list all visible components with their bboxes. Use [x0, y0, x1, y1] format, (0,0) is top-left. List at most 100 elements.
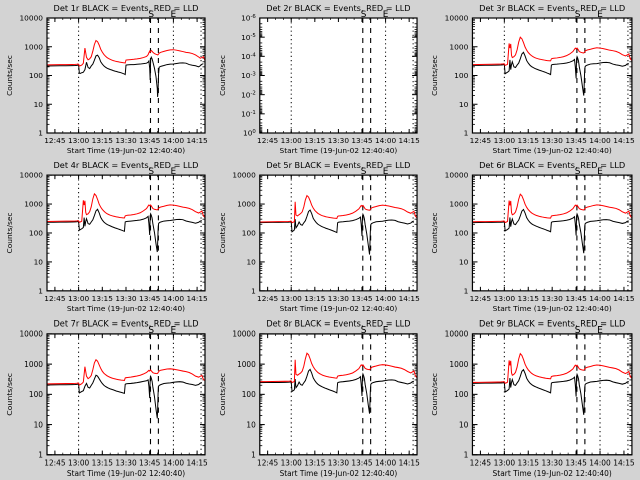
marker-label-end: E — [171, 10, 177, 20]
x-tick-label: 13:30 — [328, 136, 350, 145]
y-tick-label: 100 — [242, 229, 256, 238]
x-tick-label: 12:45 — [470, 136, 492, 145]
y-tick-label: 1 — [38, 286, 43, 295]
y-tick-label: 1000 — [449, 42, 468, 51]
y-axis-label: Counts/sec — [5, 373, 14, 416]
x-tick-label: 13:30 — [328, 458, 349, 467]
y-tick-label: 1 — [464, 450, 469, 459]
panel-det8r: Det 8r BLACK = Events, RED = LLD 1 10 100 10… — [213, 315, 425, 480]
panel-title: Det 8r BLACK = Events, RED = LLD — [266, 318, 410, 328]
y-tick-label: 100 — [29, 390, 43, 399]
x-tick-label: 13:45 — [351, 458, 372, 467]
x-tick-label: 14:15 — [399, 458, 420, 467]
y-tick-label: 10-6 — [241, 14, 256, 23]
series-line-lld — [472, 193, 633, 224]
y-tick-label: 10000 — [232, 171, 256, 180]
y-tick-label: 1 — [251, 450, 256, 459]
series-line-events — [46, 54, 204, 97]
y-tick-label: 10 — [459, 100, 469, 109]
y-tick-label: 10 — [34, 258, 44, 267]
x-axis: 12:45 13:00 13:15 13:30 13:45 14:00 14:15 — [470, 18, 635, 145]
x-tick-label: 13:45 — [139, 294, 161, 303]
x-tick-label: 14:00 — [375, 458, 396, 467]
x-tick-label: 14:15 — [186, 294, 208, 303]
plot-background — [259, 18, 418, 133]
x-tick-label: 13:00 — [281, 294, 302, 303]
y-tick-label: 10000 — [445, 14, 469, 23]
x-tick-label: 14:15 — [186, 458, 207, 467]
y-tick-label: 100 — [29, 71, 43, 80]
plot-frame — [259, 333, 418, 456]
marker-label-start: S — [361, 167, 367, 177]
y-tick-label: 1 — [464, 286, 469, 295]
x-tick-label: 13:00 — [494, 458, 516, 467]
x-tick-label: 12:45 — [470, 458, 492, 467]
x-tick-label: 13:45 — [565, 458, 587, 467]
x-tick-label: 13:00 — [68, 294, 90, 303]
y-tick-label: 10-1 — [241, 109, 256, 118]
x-tick-label: 14:00 — [589, 458, 611, 467]
series-line-events — [472, 368, 629, 415]
x-tick-label: 12:45 — [44, 294, 66, 303]
x-tick-label: 13:30 — [541, 136, 563, 145]
panel-title: Det 6r BLACK = Events, RED = LLD — [479, 160, 625, 170]
series-line-lld — [46, 192, 206, 223]
x-tick-label: 14:00 — [163, 136, 185, 145]
plot-background — [47, 18, 205, 133]
y-tick-label: 10 — [34, 100, 44, 109]
marker-label-end: E — [383, 325, 389, 336]
x-axis-label: Start Time (19-Jun-02 12:40:40) — [493, 304, 612, 313]
x-axis-label: Start Time (19-Jun-02 12:40:40) — [493, 146, 612, 155]
marker-label-start: S — [148, 167, 154, 177]
x-tick-label: 13:15 — [92, 458, 113, 467]
y-axis-label: Counts/sec — [5, 212, 14, 253]
y-tick-label: 10000 — [445, 330, 469, 339]
panel-title: Det 9r BLACK = Events, RED = LLD — [479, 318, 625, 328]
plot-frame — [259, 174, 418, 292]
plot-frame — [471, 333, 633, 456]
y-tick-label: 1000 — [449, 360, 468, 369]
series-line-events — [259, 209, 415, 255]
y-tick-label: 10000 — [445, 171, 469, 180]
y-tick-label: 100 — [454, 71, 469, 80]
y-tick-label: 10000 — [19, 14, 43, 23]
plot-background — [472, 175, 632, 291]
panel-det4r: Det 4r BLACK = Events, RED = LLD 1 10 100 10… — [0, 157, 213, 315]
x-tick-label: 13:15 — [304, 294, 325, 303]
y-tick-label: 1000 — [24, 360, 43, 369]
y-tick-label: 1000 — [449, 200, 468, 209]
x-tick-label: 13:30 — [115, 136, 137, 145]
y-tick-label: 10 — [459, 420, 469, 429]
plot-frame — [46, 174, 206, 292]
x-tick-label: 14:15 — [613, 294, 635, 303]
y-tick-label: 100 — [243, 129, 256, 138]
x-tick-label: 14:00 — [589, 294, 611, 303]
x-tick-label: 14:00 — [589, 136, 611, 145]
marker-label-start: S — [148, 325, 154, 336]
x-axis-label: Start Time (19-Jun-02 12:40:40) — [493, 469, 612, 478]
x-tick-label: 14:00 — [163, 458, 184, 467]
plot-frame — [259, 17, 418, 134]
y-tick-label: 10-4 — [241, 52, 256, 61]
x-tick-label: 12:45 — [470, 294, 492, 303]
panel-title: Det 5r BLACK = Events, RED = LLD — [266, 160, 410, 170]
marker-label-start: S — [575, 325, 581, 336]
y-axis-label: Counts/sec — [218, 55, 227, 96]
plot-frame — [46, 17, 206, 134]
y-tick-label: 100 — [242, 390, 256, 399]
panel-title: Det 2r BLACK = Events, RED = LLD — [266, 3, 410, 13]
x-tick-label: 13:15 — [304, 136, 326, 145]
marker-label-start: S — [361, 10, 367, 20]
series-line-events — [46, 208, 202, 253]
panel-det9r: Det 9r BLACK = Events, RED = LLD 1 10 100 10… — [425, 315, 640, 480]
x-tick-label: 14:15 — [186, 136, 208, 145]
marker-label-end: E — [383, 10, 389, 20]
y-tick-label: 1 — [38, 450, 43, 459]
y-tick-label: 10-5 — [241, 33, 256, 42]
y-tick-label: 10000 — [232, 329, 256, 338]
x-tick-label: 14:15 — [613, 136, 635, 145]
x-tick-label: 13:15 — [92, 294, 114, 303]
x-tick-label: 13:45 — [565, 294, 587, 303]
x-tick-label: 13:30 — [541, 294, 563, 303]
